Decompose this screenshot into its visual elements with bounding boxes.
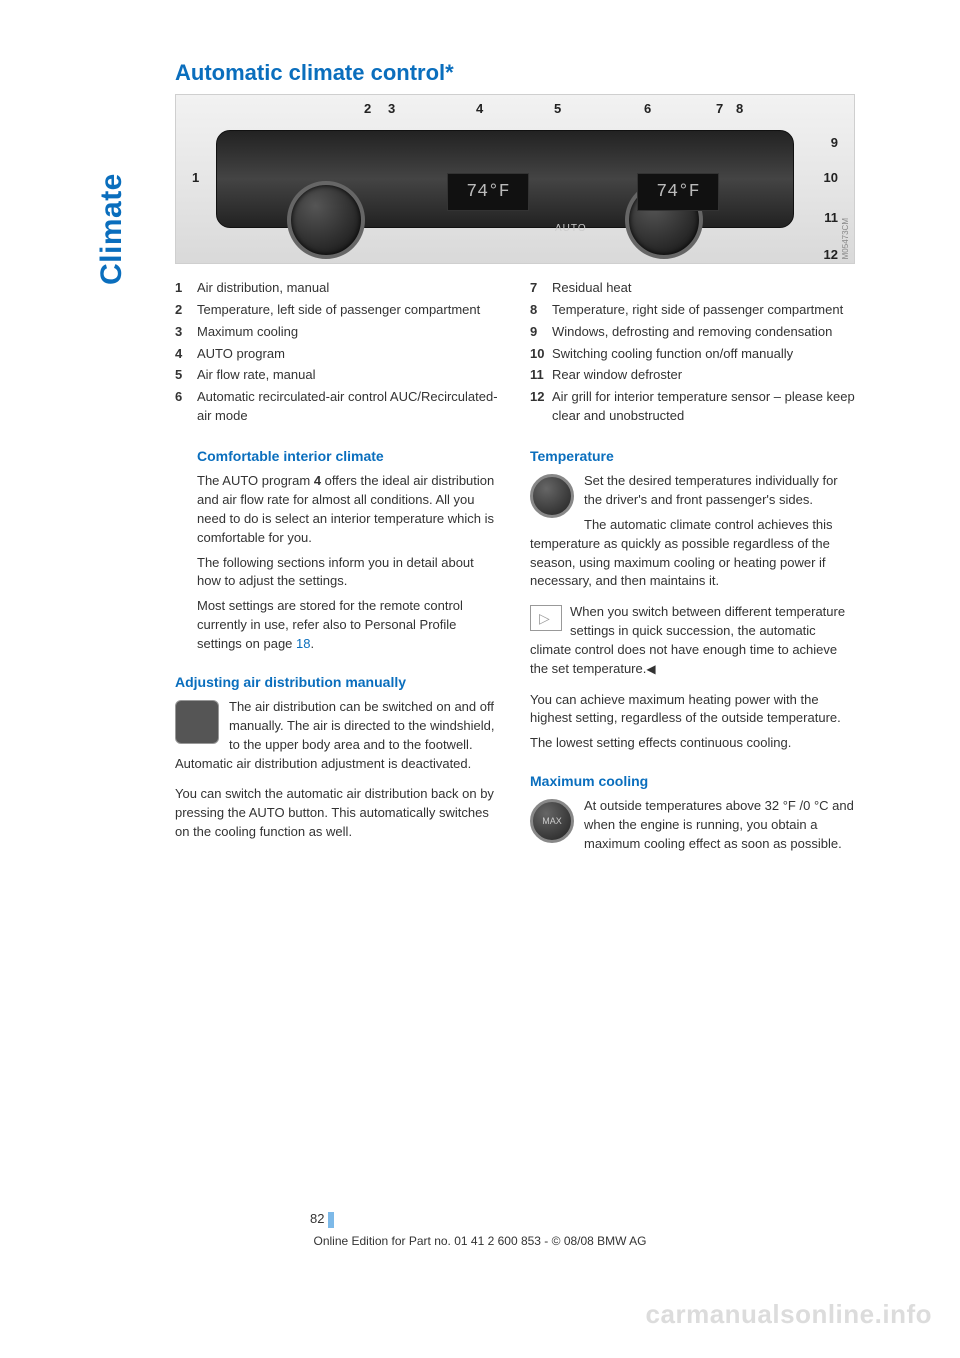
auto-label: AUTO (555, 223, 587, 234)
legend-item: 6Automatic recirculated-air control AUC/… (175, 388, 500, 426)
left-temp-display: 74°F (447, 173, 529, 211)
note-paragraph: When you switch between different temper… (530, 603, 855, 678)
legend-num: 11 (530, 366, 552, 385)
legend-text: Air flow rate, manual (197, 366, 316, 385)
section-title: Automatic climate control* (175, 60, 855, 86)
legend-item: 9Windows, defrosting and removing conden… (530, 323, 855, 342)
subhead-max-cooling: Maximum cooling (530, 771, 855, 791)
legend-left: 1Air distribution, manual 2Temperature, … (175, 279, 500, 426)
legend-text: Switching cooling function on/off manual… (552, 345, 793, 364)
footer-text: Online Edition for Part no. 01 41 2 600 … (0, 1234, 960, 1248)
left-knob-icon (287, 181, 365, 259)
callout-3: 3 (388, 101, 395, 116)
legend-item: 5Air flow rate, manual (175, 366, 500, 385)
callout-10: 10 (824, 170, 838, 185)
legend-text: Residual heat (552, 279, 632, 298)
temperature-knob-icon (530, 474, 574, 518)
callout-11: 11 (824, 210, 838, 225)
legend-text: Air grill for interior temperature senso… (552, 388, 855, 426)
text-run: At outside temperatures above 32 °F /0 °… (584, 798, 854, 851)
paragraph: Set the desired temperatures individuall… (530, 472, 855, 510)
legend-item: 7Residual heat (530, 279, 855, 298)
page-ref-link[interactable]: 18 (296, 636, 310, 651)
paragraph: Most settings are stored for the remote … (197, 597, 500, 654)
legend-text: Temperature, right side of passenger com… (552, 301, 843, 320)
right-column: 7Residual heat 8Temperature, right side … (530, 276, 855, 860)
callout-5: 5 (554, 101, 561, 116)
max-cooling-knob-icon: MAX (530, 799, 574, 843)
content-area: Automatic climate control* 74°F 74°F AUT… (175, 60, 855, 860)
text-run: Most settings are stored for the remote … (197, 598, 463, 651)
legend-text: Air distribution, manual (197, 279, 329, 298)
legend-num: 6 (175, 388, 197, 426)
callout-1: 1 (192, 170, 199, 185)
page-number-bar-icon (328, 1212, 334, 1228)
paragraph: The lowest setting effects continuous co… (530, 734, 855, 753)
legend-num: 2 (175, 301, 197, 320)
legend-item: 10Switching cooling function on/off manu… (530, 345, 855, 364)
legend-item: 2Temperature, left side of passenger com… (175, 301, 500, 320)
text-run: Set the desired temperatures individuall… (584, 473, 838, 507)
legend-text: Temperature, left side of passenger comp… (197, 301, 480, 320)
subhead-comfort: Comfortable interior climate (197, 446, 500, 466)
subhead-temperature: Temperature (530, 446, 855, 466)
text-run: The air distribution can be switched on … (175, 699, 494, 771)
figure-ref-code: M05473CM (841, 218, 850, 259)
paragraph: MAX At outside temperatures above 32 °F … (530, 797, 855, 854)
legend-num: 3 (175, 323, 197, 342)
legend-num: 10 (530, 345, 552, 364)
paragraph: You can achieve maximum heating power wi… (530, 691, 855, 729)
paragraph: The air distribution can be switched on … (175, 698, 500, 773)
callout-6: 6 (644, 101, 651, 116)
paragraph: You can switch the automatic air distrib… (175, 785, 500, 842)
chapter-tab: Climate (95, 173, 129, 285)
paragraph: The automatic climate control achieves t… (530, 516, 855, 591)
page-number-value: 82 (310, 1211, 324, 1226)
callout-4: 4 (476, 101, 483, 116)
text-bold: 4 (314, 473, 321, 488)
air-dist-buttons-icon (175, 700, 219, 744)
manual-page: Climate Automatic climate control* 74°F … (0, 0, 960, 1358)
legend-item: 4AUTO program (175, 345, 500, 364)
climate-panel-figure: 74°F 74°F AUTO 1 2 3 4 5 6 7 8 9 10 11 1… (175, 94, 855, 264)
text-run: The AUTO program (197, 473, 314, 488)
legend-item: 1Air distribution, manual (175, 279, 500, 298)
callout-7: 7 (716, 101, 723, 116)
legend-item: 11Rear window defroster (530, 366, 855, 385)
panel-body: 74°F 74°F AUTO (216, 130, 794, 228)
legend-text: AUTO program (197, 345, 285, 364)
legend-num: 7 (530, 279, 552, 298)
text-run: When you switch between different temper… (530, 604, 845, 676)
legend-num: 5 (175, 366, 197, 385)
paragraph: The following sections inform you in det… (197, 554, 500, 592)
legend-right: 7Residual heat 8Temperature, right side … (530, 279, 855, 426)
right-temp-display: 74°F (637, 173, 719, 211)
legend-num: 4 (175, 345, 197, 364)
callout-2: 2 (364, 101, 371, 116)
legend-num: 12 (530, 388, 552, 426)
callout-8: 8 (736, 101, 743, 116)
two-column-body: 1Air distribution, manual 2Temperature, … (175, 276, 855, 860)
legend-num: 8 (530, 301, 552, 320)
legend-text: Automatic recirculated-air control AUC/R… (197, 388, 500, 426)
legend-text: Rear window defroster (552, 366, 682, 385)
page-number: 82 (310, 1211, 334, 1228)
callout-12: 12 (824, 247, 838, 262)
left-column: 1Air distribution, manual 2Temperature, … (175, 276, 500, 860)
callout-9: 9 (831, 135, 838, 150)
legend-item: 8Temperature, right side of passenger co… (530, 301, 855, 320)
legend-num: 9 (530, 323, 552, 342)
subhead-airdist: Adjusting air distribution manually (175, 672, 500, 692)
note-end-mark-icon: ◀ (646, 662, 655, 676)
legend-text: Maximum cooling (197, 323, 298, 342)
legend-num: 1 (175, 279, 197, 298)
legend-text: Windows, defrosting and removing condens… (552, 323, 832, 342)
text-run: . (311, 636, 315, 651)
watermark: carmanualsonline.info (646, 1299, 932, 1330)
paragraph: The AUTO program 4 offers the ideal air … (197, 472, 500, 547)
note-icon (530, 605, 562, 631)
legend-item: 3Maximum cooling (175, 323, 500, 342)
legend-item: 12Air grill for interior temperature sen… (530, 388, 855, 426)
